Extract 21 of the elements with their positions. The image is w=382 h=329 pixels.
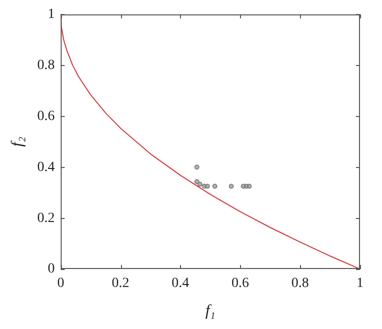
y-tick-label: 0.4	[37, 160, 55, 175]
point	[246, 184, 252, 189]
x-tick-label: 0.8	[291, 276, 309, 292]
x-tick-label: 0.4	[172, 276, 190, 292]
point	[204, 184, 210, 189]
y-axis-title: f₂	[8, 136, 26, 147]
point	[228, 184, 234, 189]
x-tick-label: 0.6	[232, 276, 250, 292]
point	[194, 179, 200, 184]
y-tick-label: 0.6	[37, 108, 55, 124]
point	[194, 164, 200, 170]
y-tick-label: 0.2	[37, 210, 55, 226]
y-tick-label: 1	[48, 7, 55, 22]
point	[197, 182, 202, 187]
x-tick-label: 0	[57, 276, 64, 292]
y-tick-label: 0	[48, 262, 55, 277]
x-tick-label: 0.2	[112, 276, 130, 292]
point	[212, 184, 218, 189]
x-axis-title: f₁	[205, 302, 216, 320]
x-tick-label: 1	[356, 276, 364, 292]
y-tick-label: 0.8	[37, 58, 55, 73]
